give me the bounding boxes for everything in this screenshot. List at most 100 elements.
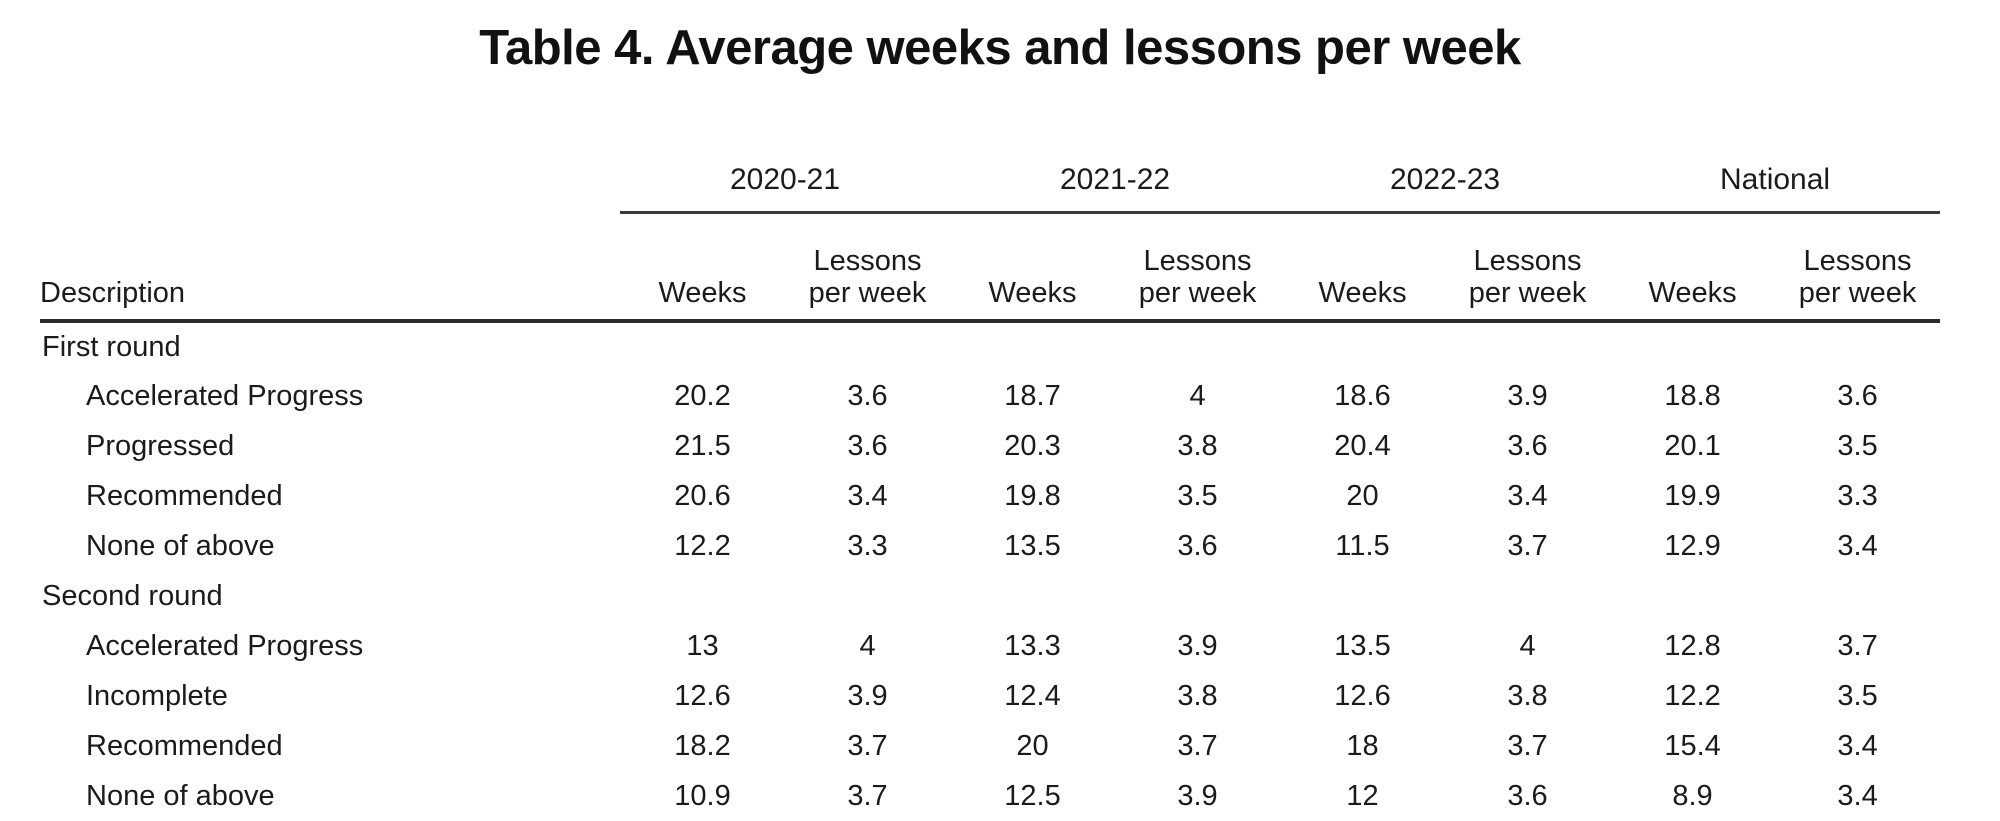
- value-cell: 18.2: [674, 729, 731, 762]
- year-header-2020-21: 2020-21: [620, 114, 951, 214]
- value-cell: 12.8: [1664, 629, 1721, 662]
- value-cell: 19.8: [1004, 479, 1061, 512]
- value-cell: 3.7: [1177, 729, 1218, 762]
- value-cell: 12.6: [1334, 679, 1391, 712]
- weeks-column-header: Weeks: [620, 212, 785, 323]
- value-cell: 12.5: [1004, 779, 1061, 812]
- value-cell: 3.5: [1177, 479, 1218, 512]
- value-cell: 3.4: [1507, 479, 1548, 512]
- value-cell: 12: [1346, 779, 1379, 812]
- table-row: Accelerated Progress 20.2 3.6 18.7 4 18.6 3.9 1…: [40, 371, 1940, 421]
- value-cell: 20.4: [1334, 429, 1391, 462]
- value-cell: 3.3: [1837, 479, 1878, 512]
- section-row: Second round: [40, 571, 1940, 621]
- row-label: Incomplete: [86, 679, 228, 712]
- value-cell: 3.7: [1507, 729, 1548, 762]
- lessons-per-week-column-header: Lessons per week: [1445, 212, 1611, 323]
- table-body: First round Accelerated Progress 20.2 3.6 18…: [40, 321, 1940, 821]
- row-label: Progressed: [86, 429, 235, 462]
- value-cell: 10.9: [674, 779, 731, 812]
- value-cell: 18.6: [1334, 379, 1391, 412]
- weeks-column-header: Weeks: [1280, 212, 1446, 323]
- table-row: Recommended 18.2 3.7 20 3.7 18 3.7 15.4 3.4: [40, 721, 1940, 771]
- table-row: Recommended 20.6 3.4 19.8 3.5 20 3.4 19.9 3.3: [40, 471, 1940, 521]
- value-cell: 20: [1016, 729, 1049, 762]
- average-weeks-table: 2020-21 2021-22 2022-23 National Descrip…: [40, 114, 1941, 821]
- value-cell: 3.5: [1837, 679, 1878, 712]
- value-cell: 15.4: [1664, 729, 1721, 762]
- value-cell: 3.6: [847, 379, 888, 412]
- value-cell: 20.3: [1004, 429, 1061, 462]
- section-label: First round: [42, 330, 181, 363]
- subheader-row: Description Weeks Lessons per week Weeks Le…: [40, 212, 1941, 323]
- value-cell: 3.7: [1507, 529, 1548, 562]
- value-cell: 3.4: [1837, 779, 1878, 812]
- table-row: None of above 10.9 3.7 12.5 3.9 12 3.6 8.9 3.4: [40, 771, 1940, 821]
- value-cell: 20.2: [674, 379, 731, 412]
- value-cell: 4: [1519, 629, 1536, 662]
- value-cell: 19.9: [1664, 479, 1721, 512]
- year-header-national: National: [1610, 114, 1941, 214]
- value-cell: 13.5: [1004, 529, 1061, 562]
- lessons-per-week-column-header: Lessons per week: [1775, 212, 1941, 323]
- row-label: None of above: [86, 779, 275, 812]
- value-cell: 3.9: [1507, 379, 1548, 412]
- value-cell: 3.9: [1177, 779, 1218, 812]
- year-header-row: 2020-21 2021-22 2022-23 National: [40, 114, 1941, 214]
- value-cell: 3.9: [847, 679, 888, 712]
- row-label: Recommended: [86, 729, 283, 762]
- value-cell: 3.4: [1837, 529, 1878, 562]
- row-label: Accelerated Progress: [86, 379, 364, 412]
- row-label: Recommended: [86, 479, 283, 512]
- value-cell: 3.7: [847, 779, 888, 812]
- table-row: Progressed 21.5 3.6 20.3 3.8 20.4 3.6 20.1 3.5: [40, 421, 1940, 471]
- value-cell: 13.5: [1334, 629, 1391, 662]
- value-cell: 3.6: [1507, 429, 1548, 462]
- row-label: None of above: [86, 529, 275, 562]
- value-cell: 3.7: [847, 729, 888, 762]
- value-cell: 13: [686, 629, 719, 662]
- lessons-per-week-column-header: Lessons per week: [785, 212, 951, 323]
- value-cell: 13.3: [1004, 629, 1061, 662]
- value-cell: 4: [859, 629, 876, 662]
- year-header-2022-23: 2022-23: [1280, 114, 1611, 214]
- table-row: Accelerated Progress 13 4 13.3 3.9 13.5 4 12.8 3…: [40, 621, 1940, 671]
- value-cell: 18.8: [1664, 379, 1721, 412]
- value-cell: 3.5: [1837, 429, 1878, 462]
- row-label: Accelerated Progress: [86, 629, 364, 662]
- value-cell: 11.5: [1335, 529, 1390, 562]
- description-spacer: [40, 114, 620, 213]
- value-cell: 18: [1346, 729, 1379, 762]
- weeks-column-header: Weeks: [950, 212, 1116, 323]
- value-cell: 3.3: [847, 529, 888, 562]
- section-row: First round: [40, 321, 1940, 371]
- value-cell: 12.4: [1004, 679, 1061, 712]
- table-row: None of above 12.2 3.3 13.5 3.6 11.5 3.7 12.9 3.…: [40, 521, 1940, 571]
- value-cell: 3.6: [1507, 779, 1548, 812]
- table-row: Incomplete 12.6 3.9 12.4 3.8 12.6 3.8 12.2 3.5: [40, 671, 1940, 721]
- description-header: Description: [40, 212, 620, 323]
- value-cell: 3.8: [1177, 679, 1218, 712]
- value-cell: 3.4: [1837, 729, 1878, 762]
- value-cell: 18.7: [1004, 379, 1061, 412]
- value-cell: 12.6: [674, 679, 731, 712]
- weeks-column-header: Weeks: [1610, 212, 1776, 323]
- value-cell: 3.6: [1837, 379, 1878, 412]
- value-cell: 12.2: [1664, 679, 1721, 712]
- value-cell: 20: [1346, 479, 1379, 512]
- value-cell: 20.1: [1664, 429, 1721, 462]
- value-cell: 3.6: [847, 429, 888, 462]
- value-cell: 3.6: [1177, 529, 1218, 562]
- value-cell: 8.9: [1672, 779, 1713, 812]
- section-label: Second round: [42, 579, 223, 612]
- value-cell: 3.8: [1507, 679, 1548, 712]
- value-cell: 12.9: [1664, 529, 1721, 562]
- year-header-2021-22: 2021-22: [950, 114, 1281, 214]
- table-title: Table 4. Average weeks and lessons per w…: [479, 21, 1521, 75]
- lessons-per-week-column-header: Lessons per week: [1115, 212, 1281, 323]
- value-cell: 4: [1189, 379, 1206, 412]
- value-cell: 21.5: [674, 429, 731, 462]
- value-cell: 3.9: [1177, 629, 1218, 662]
- value-cell: 3.8: [1177, 429, 1218, 462]
- value-cell: 3.7: [1837, 629, 1878, 662]
